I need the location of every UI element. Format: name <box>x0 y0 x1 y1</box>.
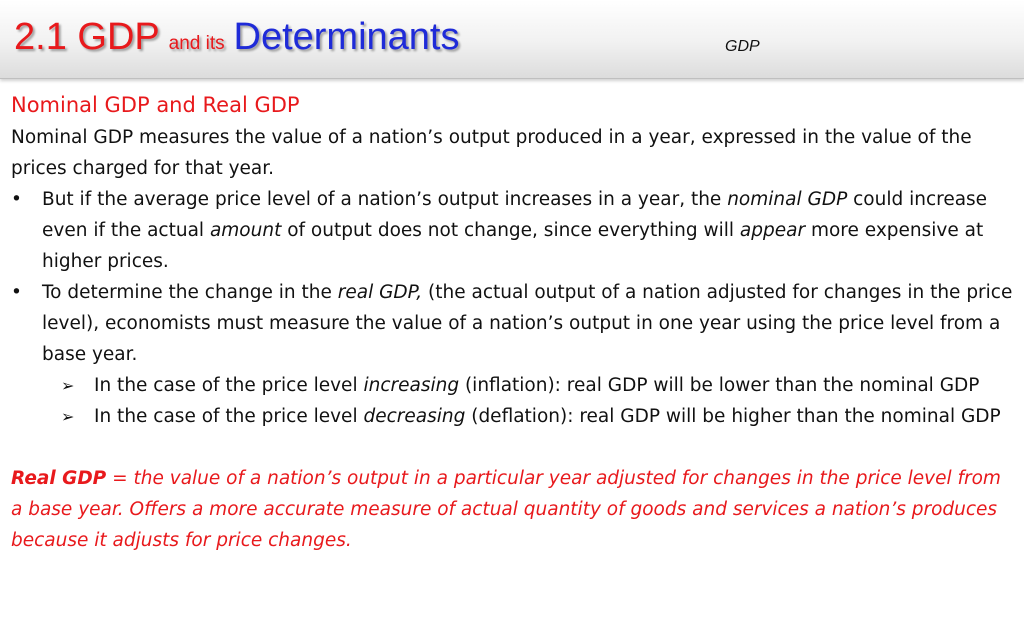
emphasis-text: decreasing <box>363 406 465 427</box>
emphasis-text: nominal GDP <box>727 189 847 210</box>
title-connector: and its <box>169 33 225 54</box>
sub-bullet-text: (inflation): real GDP will be lower than… <box>459 375 979 396</box>
emphasis-text: amount <box>210 220 281 241</box>
real-gdp-definition: Real GDP = the value of a nation’s outpu… <box>11 463 1015 556</box>
bullet-text: To determine the change in the <box>42 282 338 303</box>
sub-bullet-inflation: ➢ In the case of the price level increasi… <box>11 370 1015 401</box>
emphasis-text: real GDP, <box>338 282 422 303</box>
slide-title: 2.1 GDP and its Determinants <box>14 18 459 56</box>
sub-bullet-text: (deflation): real GDP will be higher tha… <box>465 406 1000 427</box>
spacer <box>11 432 1015 463</box>
title-main: Determinants <box>234 16 460 58</box>
arrow-bullet-icon: ➢ <box>61 370 74 401</box>
section-heading: Nominal GDP and Real GDP <box>11 88 1015 122</box>
bullet-text: of output does not change, since everyth… <box>281 220 740 241</box>
bullet-real-gdp: • To determine the change in the real GDP… <box>11 277 1015 370</box>
title-number: 2.1 GDP <box>14 16 160 58</box>
emphasis-text: increasing <box>363 375 459 396</box>
bullet-dot: • <box>11 277 22 308</box>
intro-paragraph: Nominal GDP measures the value of a nati… <box>11 122 1015 184</box>
sub-bullet-deflation: ➢ In the case of the price level decreasi… <box>11 401 1015 432</box>
bullet-nominal-gdp: • But if the average price level of a nat… <box>11 184 1015 277</box>
bullet-text: But if the average price level of a nati… <box>42 189 727 210</box>
slide-header: 2.1 GDP and its Determinants GDP <box>0 0 1024 79</box>
topic-tag: GDP <box>725 38 760 56</box>
sub-bullet-text: In the case of the price level <box>94 375 363 396</box>
emphasis-text: appear <box>740 220 805 241</box>
definition-term: Real GDP <box>11 468 106 489</box>
arrow-bullet-icon: ➢ <box>61 401 74 432</box>
definition-text: = the value of a nation’s output in a pa… <box>11 468 1001 551</box>
sub-bullet-text: In the case of the price level <box>94 406 363 427</box>
bullet-dot: • <box>11 184 22 215</box>
slide-body: Nominal GDP and Real GDP Nominal GDP mea… <box>11 88 1015 556</box>
